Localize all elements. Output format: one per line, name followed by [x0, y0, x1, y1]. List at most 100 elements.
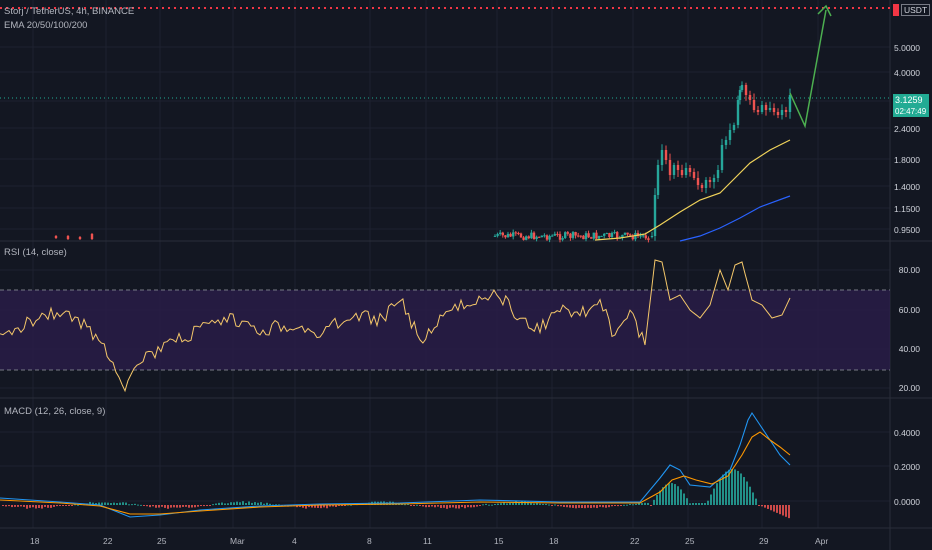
ema-legend[interactable]: EMA 20/50/100/200: [4, 20, 88, 31]
macd-histogram-bar: [245, 503, 247, 505]
candle-body: [605, 233, 608, 235]
macd-histogram-bar: [254, 502, 256, 505]
macd-tick: 0.4000: [894, 428, 920, 438]
macd-line: [0, 411, 791, 518]
currency-label[interactable]: USDT: [901, 4, 931, 16]
macd-histogram-bar: [677, 486, 679, 505]
candle-body: [579, 235, 582, 237]
macd-histogram-bar: [101, 502, 103, 505]
projection-arrowhead: [817, 4, 832, 17]
macd-histogram-bar: [56, 505, 58, 507]
candle-body: [590, 237, 593, 239]
macd-histogram-bar: [659, 490, 661, 505]
candle-body: [700, 185, 704, 188]
candle-body: [78, 237, 82, 239]
macd-histogram-bar: [761, 505, 763, 507]
time-tick: Mar: [230, 536, 245, 546]
macd-histogram-bar: [437, 505, 439, 507]
macd-histogram-bar: [173, 505, 175, 508]
macd-histogram-bar: [53, 505, 55, 507]
rsi-legend[interactable]: RSI (14, close): [4, 247, 67, 258]
macd-histogram-bar: [128, 504, 130, 506]
candle-body: [760, 105, 764, 112]
macd-legend[interactable]: MACD (12, 26, close, 9): [4, 406, 106, 417]
candle-body: [597, 235, 601, 239]
macd-histogram-bar: [767, 505, 769, 509]
macd-histogram-bar: [2, 505, 4, 506]
macd-histogram-bar: [521, 501, 523, 505]
macd-histogram-bar: [446, 505, 448, 509]
macd-histogram-bar: [410, 505, 412, 506]
candle-body: [684, 168, 688, 175]
macd-histogram-bar: [122, 502, 124, 505]
macd-histogram-bar: [50, 505, 52, 508]
countdown-badge: 02:47:49: [893, 106, 929, 117]
candle-body: [493, 235, 497, 237]
macd-histogram-bar: [620, 505, 622, 506]
candle-body: [784, 110, 788, 112]
macd-histogram-bar: [8, 505, 10, 507]
macd-histogram-bar: [323, 505, 325, 508]
macd-histogram-bar: [728, 469, 730, 505]
macd-histogram-bar: [209, 505, 211, 506]
macd-histogram-bar: [464, 505, 466, 509]
candle-body: [564, 232, 567, 238]
macd-histogram-bar: [518, 502, 520, 505]
candle-body: [535, 236, 538, 240]
macd-histogram-bar: [602, 505, 604, 508]
candle-body: [720, 145, 724, 170]
symbol-legend[interactable]: Storj / TetherUS, 4h, BINANCE: [4, 6, 135, 17]
macd-histogram-bar: [95, 503, 97, 505]
macd-histogram-bar: [116, 503, 118, 505]
time-tick: 18: [549, 536, 559, 546]
macd-histogram-bar: [194, 505, 196, 508]
macd-histogram-bar: [614, 505, 616, 506]
macd-histogram-bar: [683, 493, 685, 505]
candle-body: [66, 236, 70, 239]
macd-histogram-bar: [275, 504, 277, 506]
macd-histogram-bar: [5, 505, 7, 507]
candle-body: [664, 150, 668, 160]
price-tick: 4.0000: [894, 68, 920, 78]
candle-body: [551, 235, 554, 237]
macd-histogram-bar: [740, 473, 742, 505]
macd-histogram-bar: [320, 505, 322, 509]
macd-histogram-bar: [671, 483, 673, 505]
macd-histogram-bar: [776, 505, 778, 513]
macd-histogram-bar: [74, 504, 76, 506]
candle-body: [626, 232, 629, 235]
macd-histogram-bar: [692, 503, 694, 505]
macd-histogram-bar: [476, 505, 478, 507]
price-tick: 2.4000: [894, 124, 920, 134]
macd-histogram-bar: [551, 505, 553, 506]
macd-histogram-bar: [455, 505, 457, 509]
macd-histogram-bar: [746, 481, 748, 505]
macd-histogram-bar: [461, 505, 463, 507]
macd-histogram-bar: [470, 505, 472, 508]
macd-histogram-bar: [524, 501, 526, 505]
candle-body: [519, 233, 523, 238]
candle-body: [756, 110, 760, 112]
macd-histogram-bar: [197, 505, 199, 507]
candle-body: [571, 232, 575, 238]
macd-histogram-bar: [185, 505, 187, 507]
price-tick: 5.0000: [894, 43, 920, 53]
macd-histogram-bar: [527, 501, 529, 505]
macd-histogram-bar: [38, 505, 40, 508]
candle-body: [692, 172, 696, 178]
time-tick: 18: [30, 536, 40, 546]
macd-histogram-bar: [545, 503, 547, 505]
macd-histogram-bar: [725, 471, 727, 505]
candle-body: [688, 168, 692, 172]
candle-body: [768, 108, 772, 110]
macd-histogram-bar: [332, 505, 334, 507]
macd-histogram-bar: [263, 503, 265, 505]
macd-histogram-bar: [59, 505, 61, 506]
macd-histogram-bar: [179, 505, 181, 508]
ema-line-yellow: [594, 139, 791, 241]
rsi-tick: 20.00: [898, 383, 920, 393]
macd-histogram-bar: [644, 502, 646, 505]
macd-histogram-bar: [230, 502, 232, 505]
